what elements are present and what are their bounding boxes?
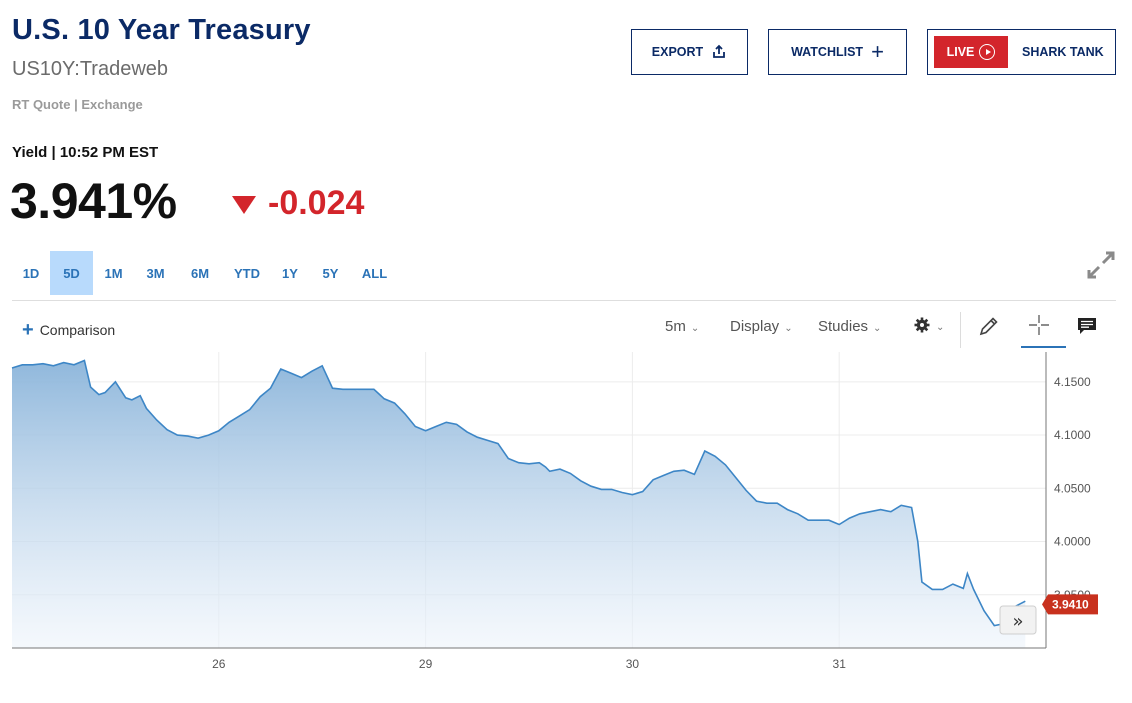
export-button[interactable]: EXPORT — [631, 29, 748, 75]
chart-area-fill — [12, 360, 1026, 648]
page-title: U.S. 10 Year Treasury — [12, 14, 311, 46]
plus-icon: + — [22, 319, 34, 341]
watchlist-button[interactable]: WATCHLIST + — [768, 29, 907, 75]
x-tick-label: 31 — [833, 657, 847, 671]
export-icon — [711, 44, 727, 60]
y-tick-label: 4.1500 — [1054, 375, 1091, 389]
toolbar-separator — [960, 312, 961, 348]
chevron-down-icon: ⌄ — [784, 323, 793, 334]
range-tab-1y[interactable]: 1Y — [282, 265, 298, 281]
plus-icon: + — [871, 39, 884, 64]
crosshair-active-indicator — [1021, 346, 1066, 348]
symbol-label: US10Y:Tradeweb — [12, 58, 169, 80]
price-value: 3.941% — [10, 173, 177, 229]
last-price-tag: 3.9410 — [1042, 594, 1098, 615]
quote-source-label: RT Quote | Exchange — [12, 97, 143, 112]
y-tick-label: 4.0000 — [1054, 535, 1091, 549]
shark-tank-label: SHARK TANK — [1022, 45, 1104, 59]
y-tick-label: 4.1000 — [1054, 428, 1091, 442]
x-axis-ticks: 26 29 30 31 — [212, 657, 846, 671]
play-icon — [979, 44, 996, 60]
yield-timestamp: Yield | 10:52 PM EST — [12, 144, 159, 161]
live-badge: LIVE — [934, 36, 1008, 68]
x-tick-label: 30 — [626, 657, 640, 671]
change-value: -0.024 — [268, 184, 365, 222]
comment-icon[interactable] — [1076, 316, 1098, 336]
settings-dropdown[interactable]: ⌄ — [913, 316, 944, 334]
scroll-to-latest-button[interactable]: » — [999, 605, 1037, 635]
toolbar-divider — [12, 300, 1116, 301]
range-tab-all[interactable]: ALL — [361, 265, 388, 281]
chevron-down-icon: ⌄ — [690, 323, 700, 334]
studies-dropdown[interactable]: Studies ⌄ — [818, 318, 881, 335]
gear-icon — [913, 316, 931, 334]
live-shark-tank-button[interactable]: LIVE SHARK TANK — [927, 29, 1116, 75]
price-change: -0.024 — [232, 184, 364, 223]
range-tab-5d[interactable]: 5D — [50, 251, 93, 295]
watchlist-label: WATCHLIST — [791, 45, 864, 59]
live-label: LIVE — [946, 45, 975, 59]
expand-icon[interactable] — [1086, 250, 1116, 280]
range-tab-5y[interactable]: 5Y — [322, 265, 339, 281]
comparison-label: Comparison — [39, 322, 116, 338]
range-tabs: 1D 5D 1M 3M 6M YTD 1Y 5Y ALL — [12, 251, 397, 295]
range-tab-ytd[interactable]: YTD — [234, 265, 260, 281]
chevron-down-icon: ⌄ — [936, 321, 945, 333]
x-tick-label: 29 — [419, 657, 433, 671]
range-tab-1d[interactable]: 1D — [22, 265, 40, 281]
down-arrow-icon — [232, 195, 256, 214]
range-tab-6m[interactable]: 6M — [190, 265, 210, 281]
studies-label: Studies — [818, 318, 869, 335]
display-label: Display — [730, 318, 780, 335]
display-dropdown[interactable]: Display ⌄ — [730, 318, 793, 335]
chevron-right-double-icon: » — [1012, 611, 1023, 632]
chart-series-line — [11, 359, 1026, 627]
comparison-button[interactable]: + Comparison — [22, 320, 115, 340]
crosshair-icon[interactable] — [1028, 314, 1050, 336]
last-price-label: 3.9410 — [1052, 597, 1089, 611]
range-tab-3m[interactable]: 3M — [146, 265, 165, 281]
export-label: EXPORT — [651, 45, 704, 59]
x-tick-label: 26 — [212, 657, 226, 671]
pencil-icon[interactable] — [978, 315, 1000, 337]
interval-dropdown[interactable]: 5m ⌄ — [665, 318, 699, 335]
chevron-down-icon: ⌄ — [873, 323, 882, 334]
interval-label: 5m — [665, 318, 686, 335]
y-tick-label: 4.0500 — [1054, 481, 1091, 495]
range-tab-1m[interactable]: 1M — [104, 265, 123, 281]
